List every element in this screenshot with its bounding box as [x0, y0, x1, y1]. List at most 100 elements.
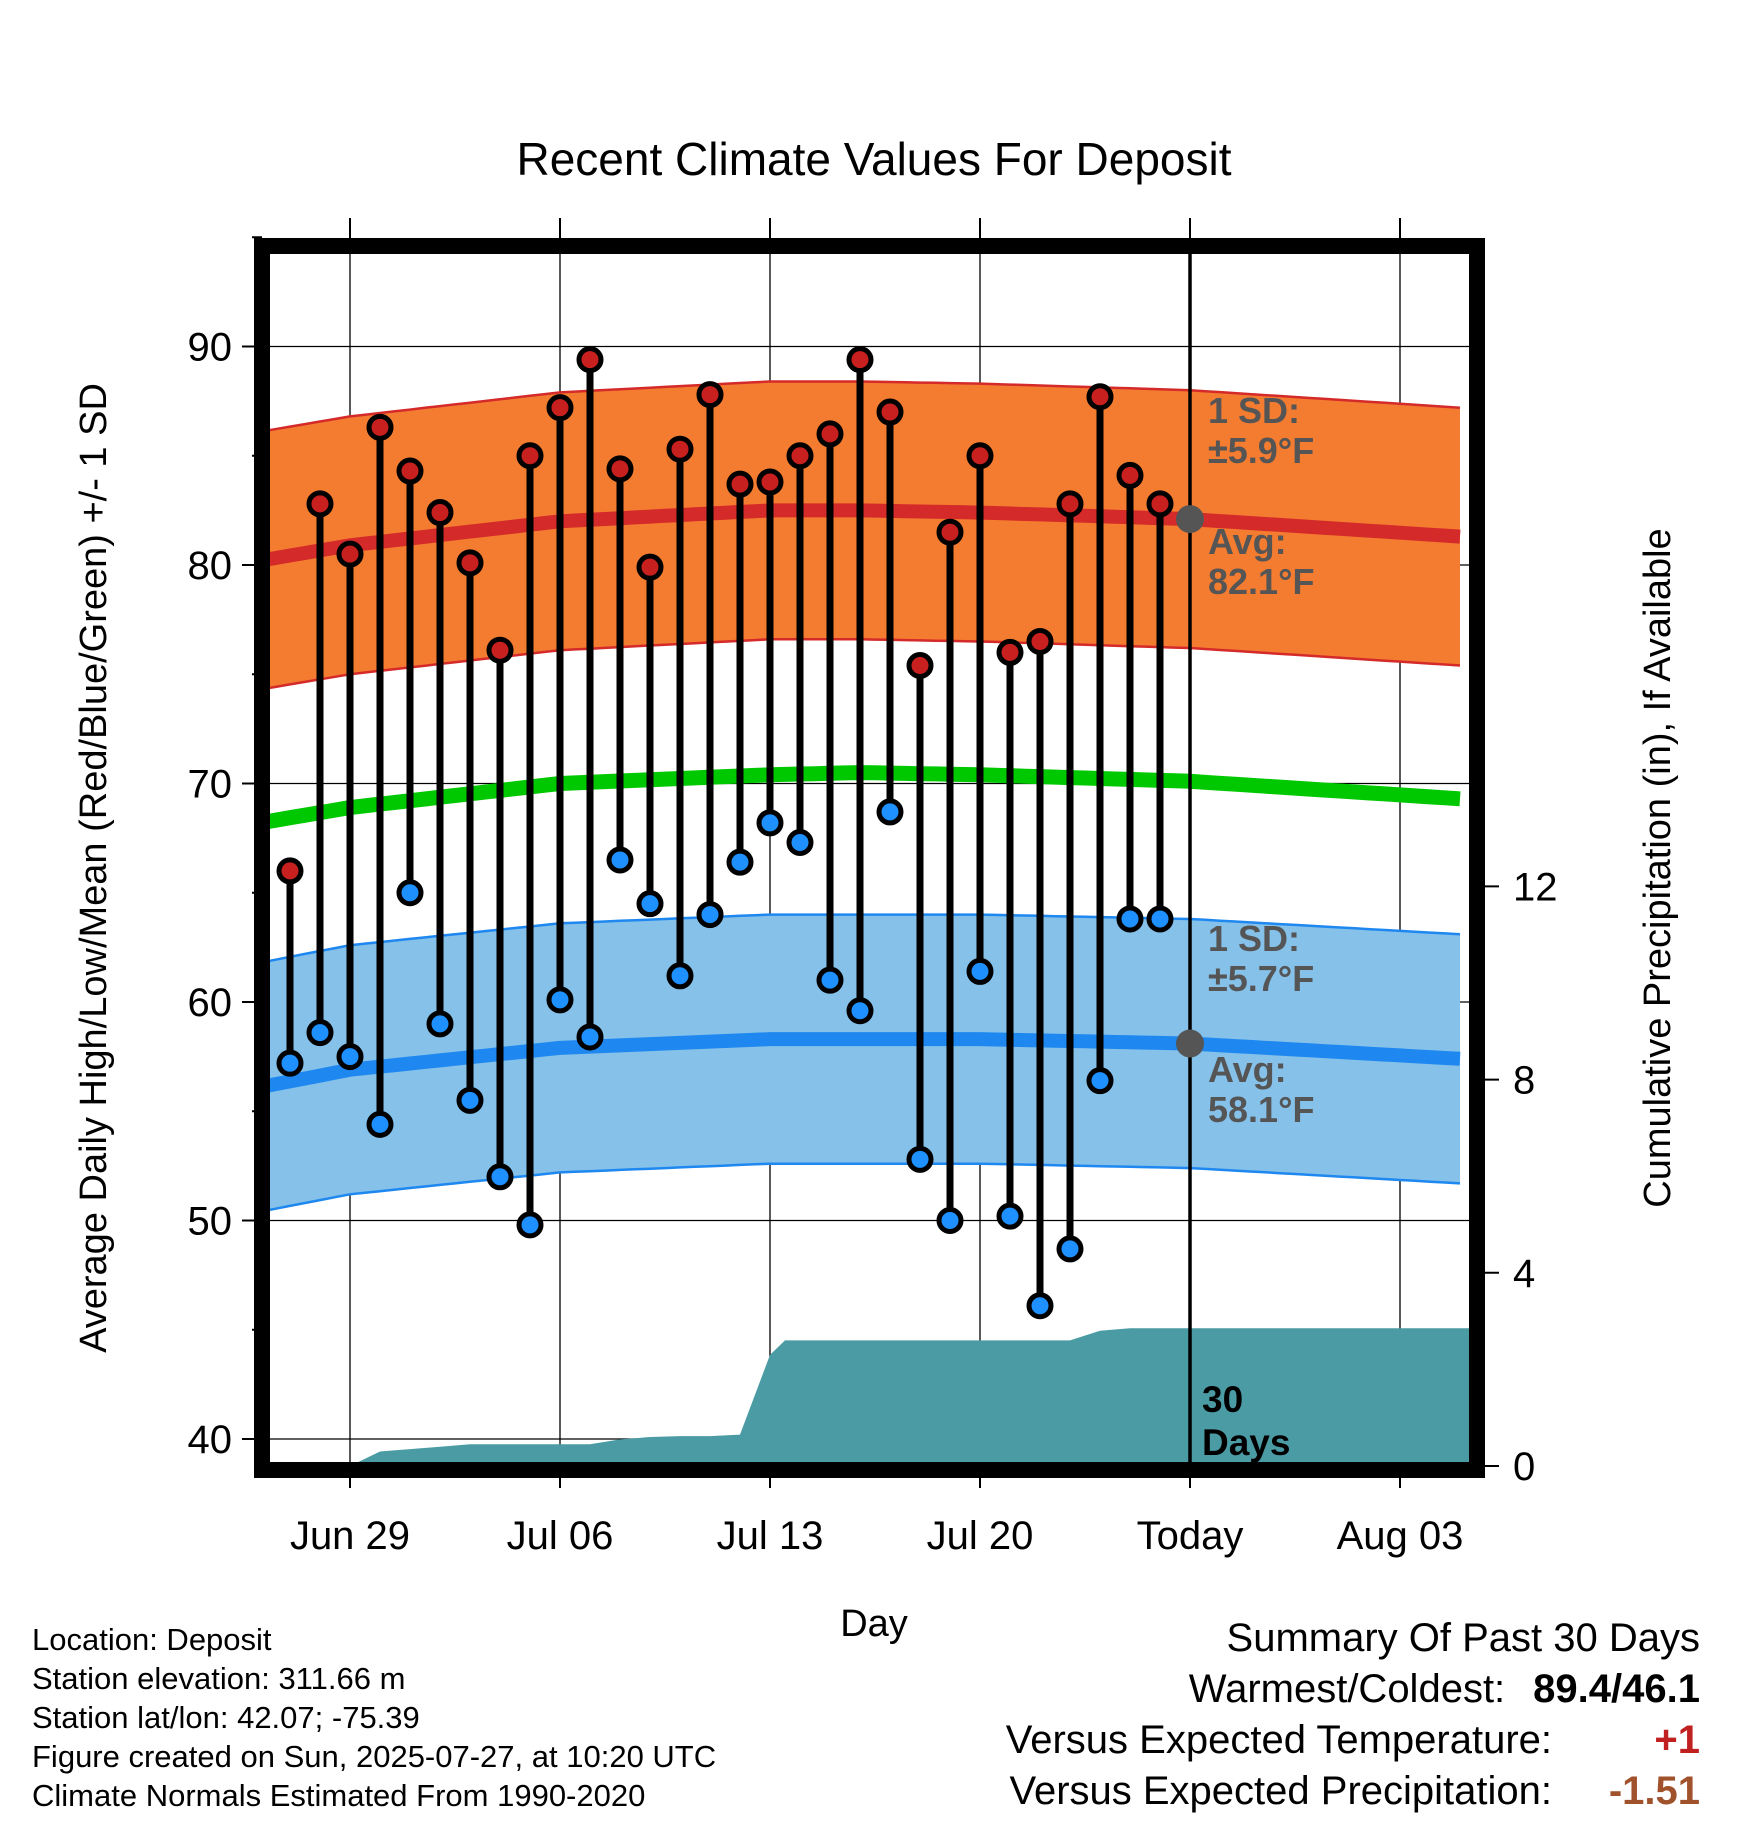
location-text: Location: Deposit: [32, 1622, 272, 1657]
high-point: [996, 638, 1024, 666]
high-point: [336, 540, 364, 568]
precip-label: Versus Expected Precipitation:: [1009, 1769, 1552, 1813]
y-right-tick-label: 4: [1513, 1252, 1535, 1296]
y-axis-label: Average Daily High/Low/Mean (Red/Blue/Gr…: [73, 383, 115, 1353]
high-point: [576, 346, 604, 374]
high-point: [1116, 461, 1144, 489]
high-point: [756, 468, 784, 496]
summary-panel: Summary Of Past 30 Days Warmest/Coldest:…: [1006, 1613, 1700, 1817]
x-tick-label: Jul 13: [717, 1514, 824, 1558]
low-point: [576, 1023, 604, 1051]
low-point: [1146, 905, 1174, 933]
elevation-text: Station elevation: 311.66 m: [32, 1661, 406, 1696]
y-tick-label: 40: [188, 1418, 233, 1462]
low-point: [786, 828, 814, 856]
high-point: [456, 549, 484, 577]
low-point: [396, 879, 424, 907]
low-point: [276, 1049, 304, 1077]
high-point: [666, 435, 694, 463]
high-point: [1146, 490, 1174, 518]
high-point: [846, 346, 874, 374]
high-point: [306, 490, 334, 518]
high-point: [816, 420, 844, 448]
low-sd-label: 1 SD:: [1208, 918, 1300, 959]
low-point: [1116, 905, 1144, 933]
y-tick-label: 50: [188, 1200, 233, 1244]
today-high-avg-marker: [1176, 505, 1204, 534]
temp-value: +1: [1654, 1718, 1700, 1762]
latlon-text: Station lat/lon: 42.07; -75.39: [32, 1700, 420, 1735]
y-tick-label: 90: [188, 326, 233, 370]
y-axis-right-label: Cumulative Precipitation (in), If Availa…: [1637, 528, 1679, 1207]
temp-label: Versus Expected Temperature:: [1005, 1718, 1552, 1762]
low-point: [726, 848, 754, 876]
high-point: [906, 652, 934, 680]
x-tick-label: Aug 03: [1337, 1514, 1464, 1558]
high-avg-label: Avg:: [1208, 521, 1287, 562]
low-point: [1086, 1067, 1114, 1095]
normal-low-sd-edge: [262, 1162, 1461, 1213]
station-info: Location: Deposit Station elevation: 311…: [32, 1620, 716, 1815]
high-point: [636, 553, 664, 581]
high-sd-label: 1 SD:: [1208, 390, 1300, 431]
high-point: [1056, 490, 1084, 518]
y-tick-label: 70: [188, 763, 233, 807]
high-point: [876, 398, 904, 426]
low-point: [486, 1163, 514, 1191]
high-point: [786, 442, 814, 470]
low-point: [696, 901, 724, 929]
high-sd-value: ±5.9°F: [1208, 430, 1314, 471]
x-tick-label: Today: [1137, 1514, 1244, 1558]
high-point: [516, 442, 544, 470]
low-point: [876, 798, 904, 826]
summary-title: Summary Of Past 30 Days: [1226, 1616, 1700, 1660]
y-right-tick-label: 12: [1513, 865, 1558, 909]
high-point: [696, 381, 724, 409]
y-tick-label: 60: [188, 981, 233, 1025]
low-point: [336, 1043, 364, 1071]
warmest-coldest-label: Warmest/Coldest:: [1188, 1667, 1506, 1711]
x-tick-label: Jul 06: [507, 1514, 614, 1558]
low-point: [306, 1019, 334, 1047]
low-point: [816, 966, 844, 994]
normals-text: Climate Normals Estimated From 1990-2020: [32, 1778, 646, 1813]
x-axis-label: Day: [840, 1603, 908, 1645]
low-point: [516, 1211, 544, 1239]
summary-temp: Versus Expected Temperature: +1: [1006, 1715, 1700, 1766]
created-text: Figure created on Sun, 2025-07-27, at 10…: [32, 1739, 717, 1774]
high-point: [396, 457, 424, 485]
high-point: [1086, 383, 1114, 411]
axes: 40 50 60 70 80 90 0 4 8 12 Jun 29 Jul 06 Jul 13 Jul 2…: [188, 218, 1558, 1558]
chart-title: Recent Climate Values For Deposit: [517, 133, 1232, 185]
high-point: [966, 442, 994, 470]
high-point: [276, 857, 304, 885]
low-point: [996, 1202, 1024, 1230]
y-right-tick-label: 0: [1513, 1445, 1535, 1489]
low-point: [546, 986, 574, 1014]
low-point: [366, 1110, 394, 1138]
low-point: [906, 1145, 934, 1173]
low-point: [936, 1207, 964, 1234]
x-tick-label: Jul 20: [927, 1514, 1034, 1558]
precip-value: -1.51: [1608, 1769, 1700, 1813]
high-point: [366, 413, 394, 441]
days-label-line2: Days: [1202, 1422, 1290, 1463]
y-tick-label: 80: [188, 544, 233, 588]
precip-area: [262, 1328, 1469, 1470]
low-point: [426, 1010, 454, 1038]
high-point: [936, 518, 964, 546]
low-avg-value: 58.1°F: [1208, 1089, 1314, 1130]
high-point: [426, 499, 454, 527]
high-point: [546, 394, 574, 422]
low-point: [456, 1086, 484, 1114]
low-point: [756, 809, 784, 837]
low-point: [636, 890, 664, 918]
low-avg-label: Avg:: [1208, 1049, 1287, 1090]
today-low-avg-marker: [1176, 1029, 1204, 1058]
summary-warmest-coldest: Warmest/Coldest: 89.4/46.1: [1006, 1664, 1700, 1715]
plot-frame: [254, 238, 1485, 1478]
high-avg-value: 82.1°F: [1208, 561, 1314, 602]
low-point: [846, 997, 874, 1025]
